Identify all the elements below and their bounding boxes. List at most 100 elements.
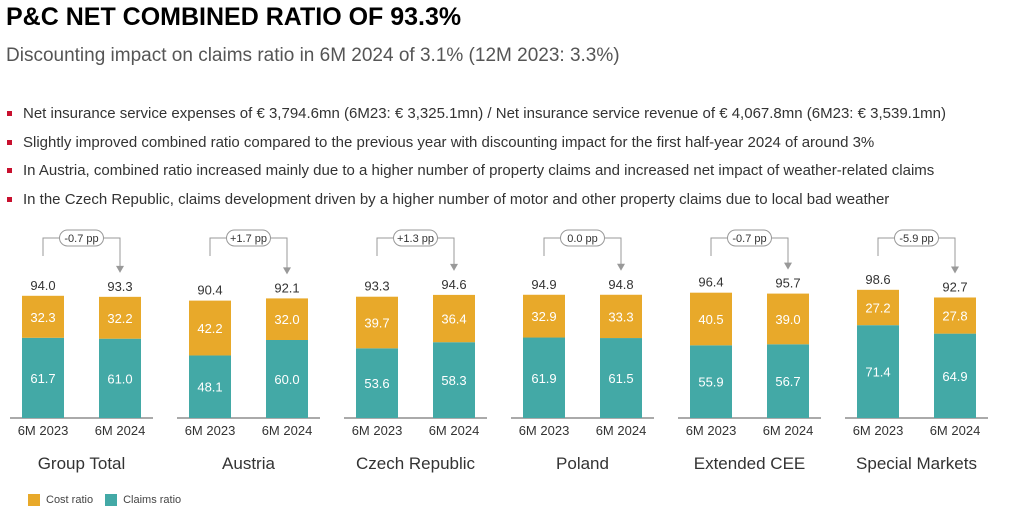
combined-ratio-label: 94.0 [30,278,55,293]
combined-ratio-label: 92.1 [274,280,299,295]
legend-label-claims: Claims ratio [123,494,182,506]
bullet-text: In the Czech Republic, claims developmen… [23,190,890,208]
cost-ratio-label: 32.9 [531,309,556,324]
bullet-text: Net insurance service expenses of € 3,79… [23,105,947,122]
bar-claims-ratio [266,340,308,418]
change-pill [393,229,438,247]
claims-ratio-label: 48.1 [197,380,222,395]
combined-ratio-chart: 61.7 32.3 94.0 6M 2023 61.0 32.2 93.3 6M 2024 -0… [10,229,988,473]
change-label: +1.7 pp [230,233,267,245]
period-tick-label: 6M 2024 [596,423,647,438]
period-tick-label: 6M 2023 [853,423,904,438]
bullet-item: Slightly improved combined ratio compare… [6,133,946,162]
bar-cost-ratio [857,289,899,326]
bar-cost-ratio [690,292,732,346]
page-title: P&C NET COMBINED RATIO OF 93.3% [6,3,462,31]
bar-cost-ratio [189,300,231,356]
legend-item-cost: Cost ratio [28,494,93,506]
claims-ratio-label: 53.6 [364,376,389,391]
change-arrow-icon [116,265,124,273]
change-arrow-icon [951,266,959,274]
group-name-label: Extended CEE [694,454,806,473]
change-arrow-icon [283,267,291,275]
bullet-item: In the Czech Republic, claims developmen… [6,190,946,219]
bar-cost-ratio [433,294,475,343]
period-tick-label: 6M 2024 [262,423,313,438]
combined-ratio-label: 98.6 [865,272,890,287]
group-name-label: Poland [556,454,609,473]
claims-ratio-label: 60.0 [274,372,299,387]
change-label: +1.3 pp [397,233,434,245]
change-label: -0.7 pp [732,233,766,245]
bar-claims-ratio [99,338,141,418]
combined-ratio-label: 90.4 [197,283,222,298]
cost-ratio-label: 32.0 [274,312,299,327]
bar-claims-ratio [767,344,809,418]
claims-ratio-label: 64.9 [942,369,967,384]
period-tick-label: 6M 2023 [18,423,69,438]
period-tick-label: 6M 2023 [185,423,236,438]
change-label: -0.7 pp [64,233,98,245]
group-name-label: Special Markets [856,454,977,473]
change-arrow-icon [617,263,625,271]
group-name-label: Group Total [38,454,126,473]
bar-cost-ratio [600,294,642,339]
cost-ratio-label: 27.8 [942,309,967,324]
cost-ratio-label: 36.4 [441,312,466,327]
period-tick-label: 6M 2023 [352,423,403,438]
bullet-text: Slightly improved combined ratio compare… [23,133,875,151]
bar-claims-ratio [600,338,642,418]
bar-cost-ratio [266,298,308,340]
bar-cost-ratio [934,297,976,334]
period-tick-label: 6M 2024 [95,423,146,438]
bullet-item: Net insurance service expenses of € 3,79… [6,104,946,133]
bullet-square-icon [7,111,12,116]
cost-ratio-label: 27.2 [865,301,890,316]
change-pill [894,229,939,247]
bar-claims-ratio [857,325,899,418]
bullet-square-icon [7,168,12,173]
bullet-square-icon [7,196,12,202]
bar-claims-ratio [523,337,565,418]
bullet-item: In Austria, combined ratio increased mai… [6,161,946,190]
claims-ratio-label: 61.9 [531,371,556,386]
bullet-list: Net insurance service expenses of € 3,79… [6,104,946,218]
combined-ratio-label: 94.9 [531,277,556,292]
combined-ratio-label: 94.6 [441,277,466,292]
change-pill [226,229,271,247]
claims-ratio-label: 58.3 [441,373,466,388]
page-subtitle: Discounting impact on claims ratio in 6M… [6,45,620,66]
cost-ratio-label: 39.7 [364,316,389,331]
combined-ratio-label: 92.7 [942,279,967,294]
cost-ratio-label: 39.0 [775,312,800,327]
claims-ratio-label: 61.7 [30,371,55,386]
bar-claims-ratio [189,355,231,418]
combined-ratio-label: 96.4 [698,275,723,290]
cost-ratio-label: 32.3 [30,310,55,325]
bar-cost-ratio [356,296,398,349]
claims-ratio-label: 71.4 [865,365,890,380]
change-pill [560,229,605,247]
combined-ratio-label: 93.3 [107,279,132,294]
bar-claims-ratio [690,345,732,418]
change-pill [59,229,104,247]
bar-cost-ratio [767,293,809,345]
cost-ratio-label: 42.2 [197,321,222,336]
claims-ratio-label: 55.9 [698,375,723,390]
combined-ratio-label: 93.3 [364,279,389,294]
bar-cost-ratio [22,295,64,338]
legend-swatch-claims [105,494,118,506]
group-name-label: Czech Republic [356,454,476,473]
legend-label-cost: Cost ratio [46,494,94,506]
period-tick-label: 6M 2024 [763,423,814,438]
change-label: 0.0 pp [567,233,598,245]
legend-swatch-cost [28,494,40,506]
claims-ratio-label: 61.0 [107,371,132,386]
claims-ratio-label: 56.7 [775,374,800,389]
bullet-square-icon [7,139,12,145]
period-tick-label: 6M 2024 [429,423,480,438]
bar-claims-ratio [433,342,475,418]
combined-ratio-label: 95.7 [775,276,800,291]
cost-ratio-label: 40.5 [698,312,723,327]
bar-claims-ratio [22,337,64,418]
